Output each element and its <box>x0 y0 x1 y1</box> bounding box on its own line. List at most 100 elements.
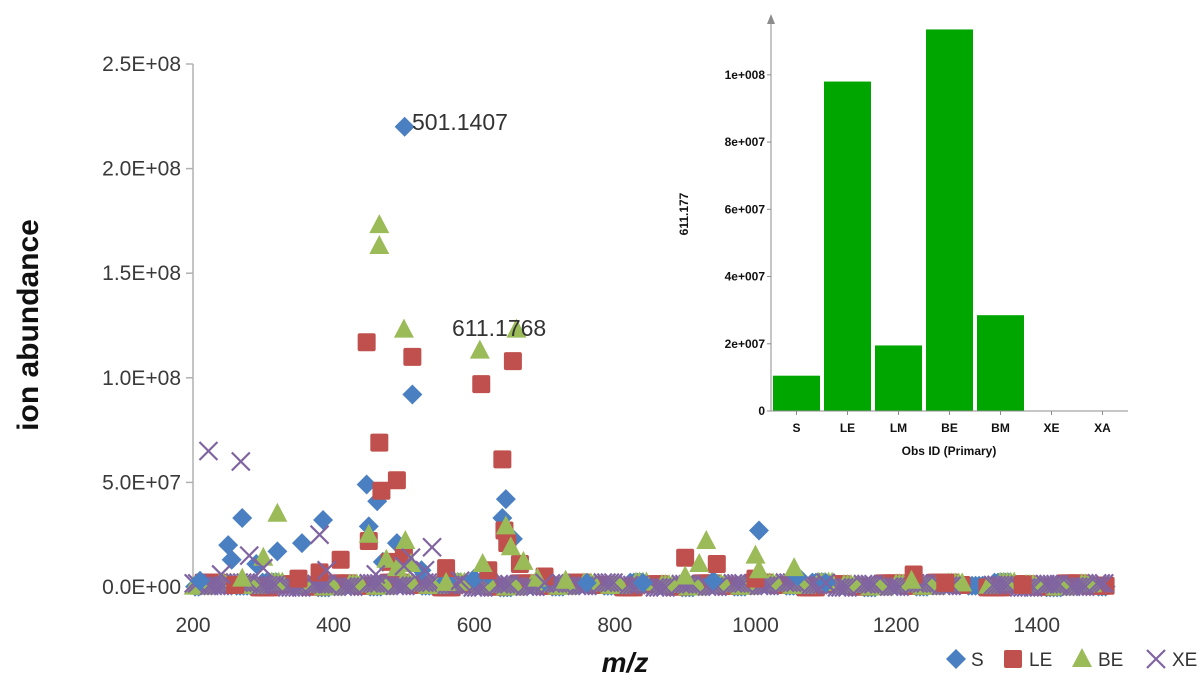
data-point-be <box>500 536 521 556</box>
inset-y-axis-arrow <box>767 14 775 24</box>
data-point-s <box>632 572 653 593</box>
inset-y-tick-label: 1e+008 <box>725 68 766 82</box>
inset-x-axis-label: Obs ID (Primary) <box>902 444 997 458</box>
data-point-le <box>372 481 391 500</box>
data-point-s <box>221 549 242 570</box>
data-point-xe <box>253 558 274 578</box>
baseline-point-xe <box>366 573 386 594</box>
baseline-point-xe <box>990 575 1010 595</box>
data-point-s <box>267 541 288 562</box>
x-tick-label: 200 <box>175 614 210 637</box>
baseline-point-xe <box>388 576 409 596</box>
y-axis-ticks: 0.0E+00 5.0E+07 1.0E+08 1.5E+08 2.0E+08 2.5E+… <box>102 53 193 599</box>
baseline-point-xe <box>723 573 743 594</box>
data-point-le <box>403 347 422 366</box>
x-tick-label: 1000 <box>732 614 779 637</box>
data-point-be <box>232 567 253 587</box>
bar-be <box>926 29 973 411</box>
data-point-be <box>395 529 416 549</box>
data-point-le <box>331 550 350 569</box>
data-point-be <box>555 569 576 589</box>
data-point-s <box>495 489 516 510</box>
data-point-s <box>576 572 597 593</box>
baseline-point-xe <box>860 574 880 594</box>
data-point-le <box>387 471 406 490</box>
baseline-point-xe <box>336 576 357 597</box>
data-point-xe <box>211 564 231 585</box>
baseline-point-xe <box>1068 576 1088 597</box>
data-point-be <box>358 523 379 543</box>
y-tick-label: 1.0E+08 <box>102 367 181 390</box>
baseline-point-xe <box>1094 573 1114 594</box>
baseline-point-xe <box>830 577 851 598</box>
legend-label: XE <box>1172 650 1197 671</box>
data-point-be <box>369 214 390 234</box>
baseline-point-xe <box>332 576 353 597</box>
inset-y-tick-label: 0 <box>758 404 765 418</box>
baseline-point-xe <box>726 573 747 594</box>
data-point-xe <box>316 560 337 581</box>
data-point-s <box>748 520 769 541</box>
baseline-point-xe <box>496 574 516 594</box>
baseline-point-xe <box>983 575 1003 595</box>
baseline-point-xe <box>358 573 379 594</box>
baseline-point-xe <box>1042 574 1062 594</box>
legend-marker-be <box>1072 648 1092 667</box>
data-point-le <box>936 573 955 592</box>
data-point-le <box>357 333 376 352</box>
data-point-le <box>370 433 389 452</box>
bar-lm <box>875 345 922 411</box>
data-point-be <box>369 235 390 255</box>
data-point-be <box>436 571 457 591</box>
inset-x-tick-label: LE <box>840 421 855 435</box>
data-points <box>183 116 1116 598</box>
data-point-be <box>748 559 769 579</box>
peak-annotations: 501.1407 611.1768 <box>412 109 546 341</box>
legend: S LE BE XE <box>946 648 1197 671</box>
data-point-xe <box>534 573 555 593</box>
data-point-le <box>707 554 726 573</box>
baseline-point-xe <box>340 576 360 597</box>
baseline-point-xe <box>411 572 431 593</box>
baseline-point-xe <box>1064 576 1085 597</box>
inset-bar-chart: 0 2e+007 4e+007 6e+007 8e+007 1e+008 S LE LM BE B… <box>677 5 1140 465</box>
data-point-be <box>495 515 516 535</box>
data-point-be <box>784 557 805 577</box>
x-tick-label: 1200 <box>873 614 920 637</box>
y-tick-label: 2.5E+08 <box>102 53 181 76</box>
x-axis-label: m/z <box>602 647 649 678</box>
data-point-le <box>676 548 695 567</box>
inset-x-tick-label: LM <box>890 421 907 435</box>
baseline-point-xe <box>596 572 617 593</box>
baseline-point-xe <box>1061 576 1081 597</box>
data-point-be <box>469 339 490 359</box>
legend-label: BE <box>1098 650 1123 671</box>
inset-x-tick-label: BE <box>941 421 958 435</box>
bar-le <box>824 81 871 411</box>
data-point-le <box>289 569 308 588</box>
inset-x-axis-ticks: S LE LM BE BM XE XA <box>792 411 1111 435</box>
data-point-s <box>402 384 423 405</box>
inset-x-tick-label: S <box>792 421 800 435</box>
baseline-point-xe <box>986 575 1007 595</box>
data-point-le <box>503 352 522 371</box>
data-point-xe <box>198 441 219 461</box>
baseline-point-xe <box>879 576 899 597</box>
data-point-be <box>393 318 414 338</box>
data-point-le <box>472 375 491 394</box>
bar-bm <box>977 315 1024 411</box>
baseline-point-xe <box>648 577 669 598</box>
data-point-be <box>506 318 527 338</box>
legend-marker-le <box>1004 650 1022 668</box>
inset-y-axis-ticks: 0 2e+007 4e+007 6e+007 8e+007 1e+008 <box>725 68 771 418</box>
y-tick-label: 0.0E+00 <box>102 576 181 599</box>
data-point-s <box>313 510 334 531</box>
data-point-be <box>696 529 717 549</box>
data-point-xe <box>366 564 386 585</box>
data-point-le <box>1013 575 1032 594</box>
peak-label: 611.1768 <box>452 315 546 341</box>
data-point-xe <box>415 560 435 581</box>
baseline-point-xe <box>258 575 279 595</box>
baseline-point-xe <box>392 576 412 596</box>
